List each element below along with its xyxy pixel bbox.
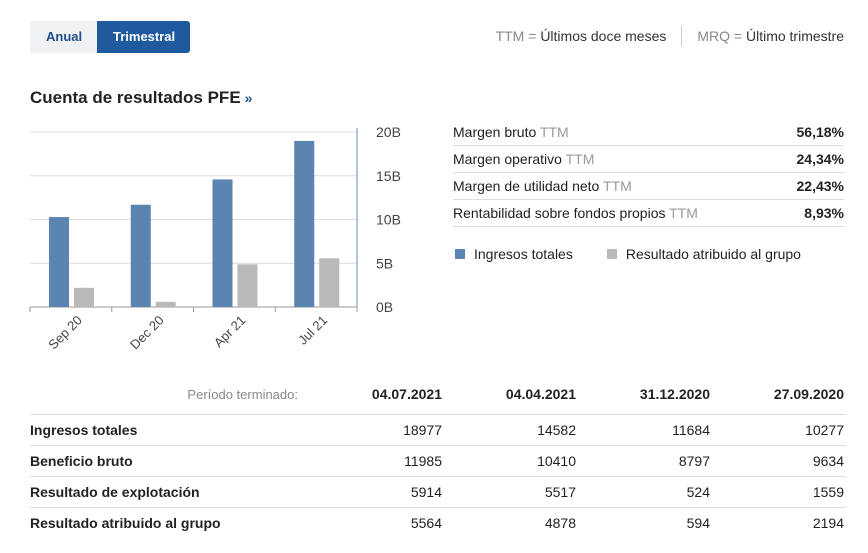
cell-value: 14582 xyxy=(444,414,578,446)
ratio-row: Margen operativo TTM 24,34% xyxy=(453,146,844,173)
legend-label: Resultado atribuido al grupo xyxy=(625,246,801,262)
column-header: 27.09.2020 xyxy=(773,386,844,402)
tab-trimestral[interactable]: Trimestral xyxy=(97,21,190,53)
bar xyxy=(155,301,176,307)
bar xyxy=(49,217,69,307)
table-row: Resultado de explotación 5914 5517 524 1… xyxy=(30,476,846,508)
cell-value: 9634 xyxy=(712,445,846,477)
abbreviation-legend: TTM = Últimos doce meses MRQ = Último tr… xyxy=(496,26,844,46)
cell-value: 5517 xyxy=(444,476,578,508)
ratio-ttm: TTM xyxy=(669,205,698,221)
tab-anual[interactable]: Anual xyxy=(30,21,97,53)
ratio-value: 22,43% xyxy=(796,178,844,194)
legend-label: Ingresos totales xyxy=(474,246,573,262)
cell-value: 4878 xyxy=(444,507,578,538)
ratio-label: Margen operativo xyxy=(453,151,562,167)
bar xyxy=(319,258,340,307)
cell-value: 11985 xyxy=(310,445,444,477)
cell-value: 5564 xyxy=(310,507,444,538)
ttm-abbr: TTM = xyxy=(495,28,537,44)
row-label: Resultado atribuido al grupo xyxy=(30,507,310,538)
bar xyxy=(130,204,151,307)
row-label: Beneficio bruto xyxy=(30,445,310,477)
ratios-list: Margen bruto TTM 56,18% Margen operativo… xyxy=(453,119,844,227)
row-label: Ingresos totales xyxy=(30,414,310,446)
income-bar-chart: 20B 15B 10B 5B 0B Sep 20 Dec 20 Apr 21 Jul 21 xyxy=(29,124,401,353)
more-arrow-icon[interactable]: » xyxy=(244,90,253,106)
cell-value: 8797 xyxy=(578,445,712,477)
period-label: Período terminado: xyxy=(187,386,298,402)
cell-value: 524 xyxy=(578,476,712,508)
y-tick-label: 10B xyxy=(376,212,401,228)
x-tick-label: Sep 20 xyxy=(45,313,85,353)
legend-swatch xyxy=(455,249,465,259)
x-tick-label: Jul 21 xyxy=(295,313,330,348)
ratio-value: 56,18% xyxy=(796,124,844,140)
section-title-text: Cuenta de resultados PFE xyxy=(30,88,241,107)
cell-value: 10410 xyxy=(444,445,578,477)
y-tick-label: 20B xyxy=(376,124,401,140)
legend-swatch xyxy=(606,249,617,259)
x-tick-label: Apr 21 xyxy=(211,313,249,351)
legend-item-resultado[interactable]: Resultado atribuido al grupo xyxy=(606,246,801,262)
table-row: Ingresos totales 18977 14582 11684 10277 xyxy=(30,414,846,446)
cell-value: 10277 xyxy=(712,414,846,446)
cell-value: 5914 xyxy=(310,476,444,508)
row-label: Resultado de explotación xyxy=(30,476,310,508)
ratio-value: 24,34% xyxy=(796,151,844,167)
bar xyxy=(74,287,94,307)
ratio-ttm: TTM xyxy=(539,124,569,140)
cell-value: 594 xyxy=(578,507,712,538)
bar xyxy=(294,140,315,307)
cell-value: 1559 xyxy=(712,476,846,508)
ratio-row: Margen de utilidad neto TTM 22,43% xyxy=(453,173,844,200)
table-row: Beneficio bruto 11985 10410 8797 9634 xyxy=(30,445,846,477)
ratio-label: Rentabilidad sobre fondos propios xyxy=(453,205,666,221)
ratio-label: Margen bruto xyxy=(453,124,537,140)
chart-legend: Ingresos totales Resultado atribuido al … xyxy=(455,246,835,262)
bar xyxy=(237,264,258,307)
mrq-abbr: MRQ = xyxy=(697,28,743,44)
period-tabs: Anual Trimestral xyxy=(30,21,190,53)
cell-value: 11684 xyxy=(578,414,712,446)
ratio-ttm: TTM xyxy=(602,178,632,194)
column-header: 04.04.2021 xyxy=(505,386,576,402)
bar xyxy=(212,179,233,307)
mrq-text: Último trimestre xyxy=(745,28,844,44)
x-tick-label: Dec 20 xyxy=(127,313,167,353)
column-header: 31.12.2020 xyxy=(639,386,710,402)
column-header: 04.07.2021 xyxy=(371,386,442,402)
legend-separator xyxy=(681,26,683,46)
section-title: Cuenta de resultados PFE» xyxy=(30,88,252,108)
table-header-row: Período terminado: 04.07.2021 04.04.2021… xyxy=(30,380,846,415)
ratio-ttm: TTM xyxy=(565,151,595,167)
y-tick-label: 0B xyxy=(376,299,393,315)
ttm-text: Últimos doce meses xyxy=(540,28,667,44)
y-tick-label: 15B xyxy=(376,168,401,184)
ratio-label: Margen de utilidad neto xyxy=(453,178,600,194)
financial-table: Período terminado: 04.07.2021 04.04.2021… xyxy=(30,380,846,538)
cell-value: 2194 xyxy=(712,507,846,538)
ratio-value: 8,93% xyxy=(804,205,844,221)
cell-value: 18977 xyxy=(310,414,444,446)
ratio-row: Rentabilidad sobre fondos propios TTM 8,… xyxy=(453,200,844,227)
ratio-row: Margen bruto TTM 56,18% xyxy=(453,119,844,146)
y-tick-label: 5B xyxy=(376,255,393,271)
table-row: Resultado atribuido al grupo 5564 4878 5… xyxy=(30,507,846,538)
legend-item-ingresos[interactable]: Ingresos totales xyxy=(455,246,573,262)
